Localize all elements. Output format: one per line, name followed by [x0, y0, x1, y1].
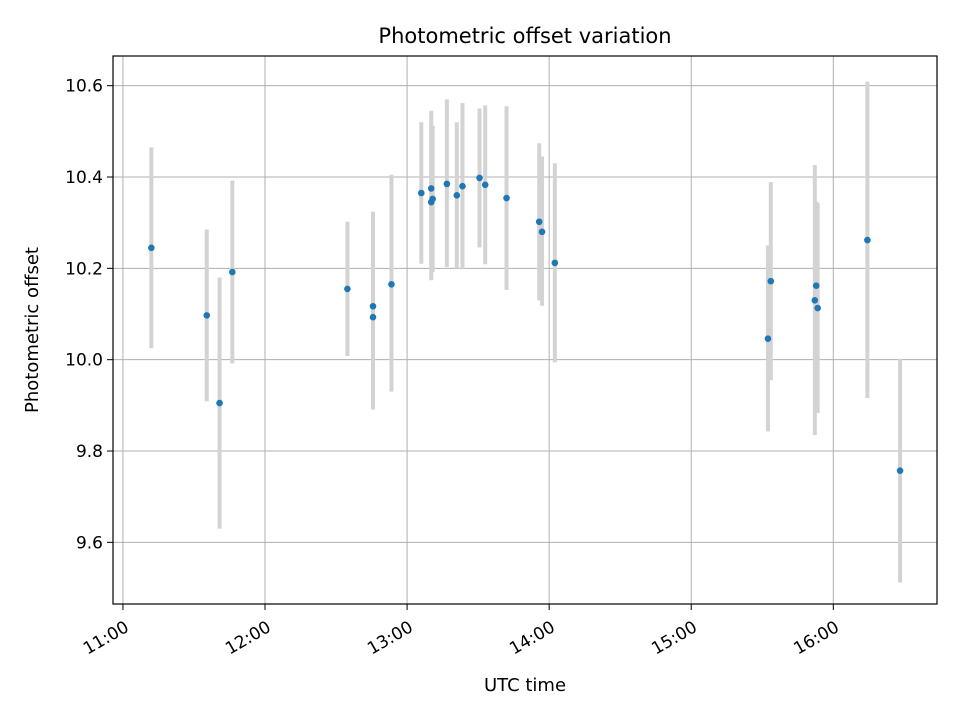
x-tick-label: 15:00 — [648, 617, 700, 659]
data-point — [811, 297, 819, 304]
errorbar-layer — [149, 81, 903, 583]
y-tick-label: 10.4 — [65, 168, 103, 188]
data-point — [443, 180, 451, 188]
x-tick-label: 14:00 — [506, 617, 558, 659]
y-tick-label: 10.6 — [65, 77, 103, 97]
data-point — [476, 174, 483, 182]
data-point — [148, 244, 155, 252]
y-tick-label: 9.6 — [76, 533, 103, 553]
data-point — [427, 185, 435, 192]
data-point — [203, 312, 211, 319]
data-point — [812, 282, 820, 290]
data-point — [369, 302, 377, 310]
data-point — [417, 189, 425, 197]
data-point — [229, 268, 236, 276]
data-point — [503, 194, 510, 202]
chart-title: Photometric offset variation — [378, 24, 671, 48]
data-point — [216, 399, 223, 407]
data-point — [538, 228, 546, 236]
x-tick-label: 11:00 — [80, 617, 132, 659]
data-point — [896, 467, 904, 474]
y-tick-label: 10.0 — [65, 351, 103, 371]
data-point — [459, 182, 466, 190]
data-point — [481, 181, 489, 189]
x-axis-label: UTC time — [484, 675, 566, 696]
data-point — [535, 218, 543, 226]
y-tick-label: 9.8 — [76, 442, 103, 462]
grid-layer — [113, 56, 937, 604]
plot-frame — [112, 55, 938, 605]
data-point — [551, 259, 559, 267]
data-point — [344, 285, 351, 293]
data-point — [388, 281, 395, 288]
point-layer — [148, 174, 904, 474]
y-tick-label: 10.2 — [65, 259, 103, 279]
data-point — [429, 195, 436, 203]
data-point — [864, 236, 871, 244]
data-point — [764, 335, 772, 342]
x-tick-label: 12:00 — [222, 617, 274, 659]
data-point — [453, 191, 461, 199]
y-axis-label: Photometric offset — [22, 247, 43, 413]
data-point — [814, 304, 821, 312]
x-tick-label: 13:00 — [364, 617, 416, 659]
tick-layer: 11:00 12:00 13:00 14:00 15:00 16:00 9.6 9.8 10.0… — [65, 77, 843, 660]
data-point — [369, 313, 377, 321]
x-tick-label: 16:00 — [790, 617, 842, 659]
data-point — [767, 277, 775, 285]
